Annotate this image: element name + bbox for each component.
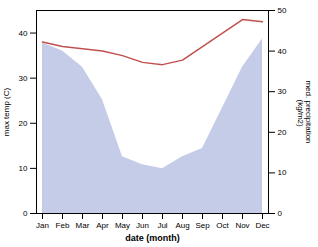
svg-text:30: 30 (278, 87, 287, 96)
svg-text:Dec: Dec (255, 221, 269, 230)
svg-text:Oct: Oct (216, 221, 229, 230)
svg-text:date (month): date (month) (125, 233, 180, 243)
svg-text:Feb: Feb (56, 221, 70, 230)
svg-text:40: 40 (278, 47, 287, 56)
svg-text:10: 10 (278, 168, 287, 177)
svg-text:30: 30 (19, 74, 28, 83)
svg-text:Aug: Aug (175, 221, 189, 230)
svg-text:50: 50 (278, 6, 287, 15)
svg-text:Apr: Apr (96, 221, 109, 230)
svg-text:May: May (115, 221, 130, 230)
svg-text:40: 40 (19, 29, 28, 38)
svg-text:Jul: Jul (157, 221, 167, 230)
svg-text:Sep: Sep (195, 221, 210, 230)
svg-text:20: 20 (278, 128, 287, 137)
svg-text:med. precipitation (kg/m2): med. precipitation (kg/m2) (296, 80, 313, 143)
svg-text:Jan: Jan (36, 221, 49, 230)
svg-text:0: 0 (23, 209, 28, 218)
svg-text:10: 10 (19, 164, 28, 173)
svg-text:Jun: Jun (136, 221, 149, 230)
svg-text:max temp (C): max temp (C) (2, 87, 11, 136)
svg-text:0: 0 (278, 209, 283, 218)
svg-text:20: 20 (19, 119, 28, 128)
svg-text:Nov: Nov (235, 221, 249, 230)
svg-text:Mar: Mar (76, 221, 90, 230)
